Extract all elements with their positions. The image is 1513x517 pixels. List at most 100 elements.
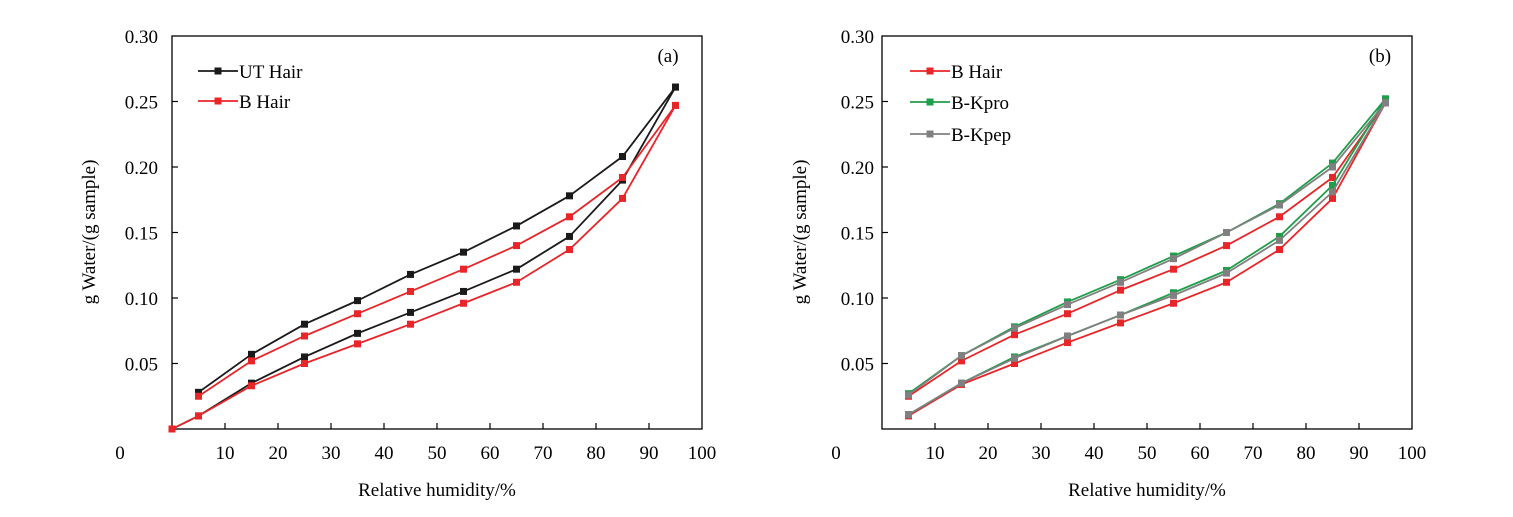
data-point-b-kpep <box>1117 278 1124 286</box>
data-point-b-hair <box>168 425 176 433</box>
series-line-b-hair <box>908 102 1387 417</box>
x-tick-label: 90 <box>1350 443 1369 464</box>
data-point-b-hair <box>248 357 255 365</box>
y-tick-label: 0.05 <box>125 355 158 376</box>
data-point-b-hair <box>1064 310 1071 318</box>
data-point-b-kpep <box>1064 301 1071 309</box>
data-point-b-kpep <box>958 352 965 360</box>
data-point-b-hair <box>513 242 520 250</box>
x-tick-label: 10 <box>216 443 235 464</box>
x-tick-label: 40 <box>1085 443 1104 464</box>
y-tick-label: 0.30 <box>125 27 158 48</box>
data-point-ut-hair <box>248 350 255 358</box>
x-tick-label: 100 <box>1398 443 1427 464</box>
x-tick-label: 0 <box>831 443 841 464</box>
data-point-ut-hair <box>513 265 520 273</box>
y-tick-label: 0.15 <box>841 224 874 245</box>
y-axis-title: g Water/(g sample) <box>79 160 100 305</box>
series-line-b-kpro <box>908 98 1387 416</box>
series-line-ut-hair <box>197 86 677 394</box>
data-point-b-hair <box>566 246 573 254</box>
legend: B Hair B-Kpro B-Kpep <box>910 62 1011 146</box>
data-point-ut-hair <box>513 222 520 230</box>
data-point-b-kpep <box>1170 291 1177 299</box>
y-tick-label: 0.10 <box>841 289 874 310</box>
data-point-b-hair <box>460 265 467 273</box>
x-tick-label: 50 <box>1138 443 1157 464</box>
data-point-b-hair <box>1064 339 1071 347</box>
data-point-b-kpep <box>1011 324 1018 332</box>
data-point-b-hair <box>407 320 414 328</box>
legend-item-ut-hair: UT Hair <box>198 62 303 83</box>
data-point-b-kpep <box>1276 236 1283 244</box>
y-tick-label: 0.05 <box>841 355 874 376</box>
series-line-ut-hair <box>171 86 677 430</box>
x-tick-label: 30 <box>1032 443 1051 464</box>
data-point-b-hair <box>619 173 626 181</box>
data-point-b-kpep <box>1329 163 1336 171</box>
data-point-b-hair <box>1117 286 1124 294</box>
data-point-b-hair <box>1011 360 1018 367</box>
x-tick-label: 50 <box>428 443 447 464</box>
data-point-b-kpep <box>1223 229 1230 236</box>
legend-marker <box>926 98 934 106</box>
data-point-ut-hair <box>566 192 573 200</box>
x-tick-label: 0 <box>115 443 125 464</box>
x-tick-label: 90 <box>640 443 659 464</box>
data-point-b-hair <box>513 278 520 286</box>
data-point-b-hair <box>672 101 679 109</box>
data-point-b-hair <box>619 194 626 202</box>
y-tick-label: 0.10 <box>125 289 158 310</box>
x-tick-label: 40 <box>375 443 394 464</box>
data-point-b-kpro <box>1382 95 1389 103</box>
legend-item-b-hair: B Hair <box>198 92 291 113</box>
x-tick-label: 30 <box>322 443 341 464</box>
y-tick-label: 0.20 <box>841 158 874 179</box>
data-point-b-kpep <box>905 391 912 399</box>
data-point-b-kpep <box>958 379 965 387</box>
data-point-b-hair <box>1170 299 1177 307</box>
legend-label: B-Kpro <box>951 93 1009 114</box>
data-point-b-hair <box>460 299 467 307</box>
y-axis-title: g Water/(g sample) <box>790 160 811 305</box>
data-point-b-hair <box>1170 265 1177 273</box>
data-point-ut-hair <box>460 287 467 295</box>
data-point-b-hair <box>1329 173 1336 181</box>
data-point-b-hair <box>1329 194 1336 202</box>
data-point-b-hair <box>301 332 308 340</box>
data-point-b-kpro <box>1276 232 1283 240</box>
chart-panel-b: (b) g Water/(g sample) Relative humidity… <box>790 27 1426 501</box>
data-point-b-hair <box>1223 278 1230 286</box>
x-tick-label: 80 <box>1297 443 1316 464</box>
y-tick-label: 0.20 <box>125 158 158 179</box>
data-point-b-hair <box>1223 242 1230 250</box>
data-point-b-kpep <box>1276 201 1283 209</box>
x-tick-label: 20 <box>269 443 288 464</box>
x-tick-label: 20 <box>979 443 998 464</box>
x-axis-title: Relative humidity/% <box>358 480 516 501</box>
data-point-b-kpep <box>1382 99 1389 107</box>
y-tick-label: 0.25 <box>841 93 874 114</box>
data-point-b-kpep <box>1011 354 1018 362</box>
panel-label: (b) <box>1369 46 1391 67</box>
legend-item-b-kpep: B-Kpep <box>910 125 1011 146</box>
data-point-ut-hair <box>407 308 414 316</box>
x-tick-label: 60 <box>481 443 500 464</box>
data-point-ut-hair <box>301 353 308 361</box>
y-tick-label: 0.25 <box>125 93 158 114</box>
data-point-b-kpep <box>1170 255 1177 263</box>
data-point-ut-hair <box>407 270 414 278</box>
data-point-b-kpep <box>1329 188 1336 196</box>
legend-marker <box>214 97 222 105</box>
data-point-b-kpro <box>1329 159 1336 167</box>
legend-item-b-kpro: B-Kpro <box>910 93 1009 114</box>
x-tick-label: 80 <box>587 443 606 464</box>
legend-label: UT Hair <box>239 62 303 83</box>
data-point-b-kpep <box>905 411 912 419</box>
data-point-b-hair <box>195 412 202 420</box>
panel-label: (a) <box>657 46 678 67</box>
data-point-b-hair <box>1011 331 1018 339</box>
data-point-b-hair <box>566 213 573 221</box>
data-point-b-hair <box>195 392 202 400</box>
